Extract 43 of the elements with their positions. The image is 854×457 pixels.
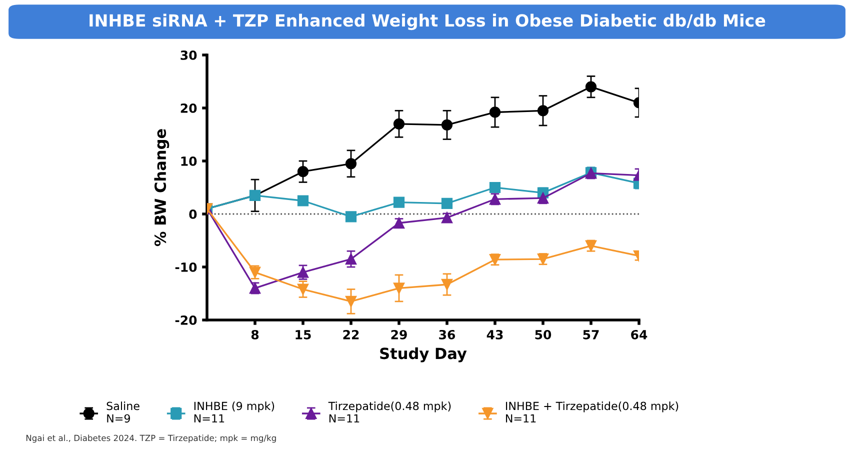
point bbox=[393, 217, 405, 229]
x-tick-label: 50 bbox=[535, 330, 552, 340]
y-tick-label: 30 bbox=[180, 50, 197, 60]
text: Ngai et al., Diabetes 2024. TZP = Tirzepatide; mpk = mg/kg bbox=[26, 434, 276, 443]
point bbox=[489, 106, 501, 118]
x-tick-label: 8 bbox=[251, 330, 259, 340]
point bbox=[393, 196, 405, 208]
x-tick-label: 64 bbox=[631, 330, 648, 340]
chart-title: INHBE siRNA + TZP Enhanced Weight Loss in Obese Diabetic db/db Mice bbox=[90, 14, 766, 30]
y-tick-label: 0 bbox=[189, 209, 197, 219]
y-axis-title: % BW Change bbox=[154, 129, 170, 246]
y-tick-label: -20 bbox=[175, 315, 197, 325]
y-tick-label: 20 bbox=[180, 103, 197, 113]
point bbox=[537, 192, 549, 204]
legend-label: Saline N=9 bbox=[106, 402, 140, 423]
point bbox=[441, 119, 453, 131]
point bbox=[345, 296, 357, 308]
x-tick-label: 22 bbox=[343, 330, 359, 340]
x-tick-label: 15 bbox=[296, 330, 311, 340]
y-tick-label: 10 bbox=[181, 156, 197, 166]
point bbox=[297, 195, 309, 206]
point bbox=[489, 182, 501, 194]
point bbox=[441, 212, 453, 224]
point bbox=[537, 105, 549, 116]
x-tick-label: 57 bbox=[583, 330, 599, 340]
point bbox=[585, 81, 597, 92]
legend-label: INHBE + Tirzepatide(0.48 mpk) N=11 bbox=[506, 402, 678, 422]
point bbox=[297, 166, 309, 178]
x-axis-title: Study Day bbox=[380, 347, 467, 362]
point bbox=[441, 198, 453, 209]
x-tick-label: 29 bbox=[391, 330, 407, 340]
point bbox=[393, 118, 405, 130]
point bbox=[345, 158, 357, 170]
point bbox=[441, 278, 453, 290]
x-tick-label: 36 bbox=[439, 330, 456, 340]
point bbox=[393, 282, 405, 294]
legend-label: INHBE (9 mpk) N=11 bbox=[194, 402, 274, 422]
x-tick-label: 43 bbox=[486, 330, 503, 340]
point bbox=[345, 211, 357, 222]
y-tick-label: -10 bbox=[175, 262, 197, 272]
point bbox=[345, 253, 357, 265]
legend-label: Tirzepatide(0.48 mpk) N=11 bbox=[328, 402, 451, 422]
point bbox=[297, 284, 309, 295]
